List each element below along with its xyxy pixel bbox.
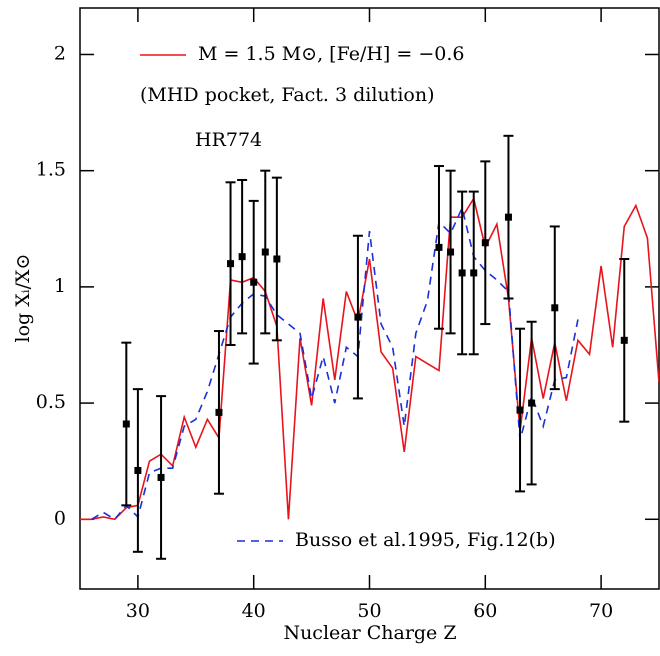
x-tick-label: 60 (473, 600, 497, 622)
data-point (481, 239, 489, 247)
data-point (215, 408, 223, 416)
data-point (447, 248, 455, 256)
x-tick-label: 40 (242, 600, 266, 622)
data-point (238, 253, 246, 261)
data-point (273, 255, 281, 263)
annotation: (MHD pocket, Fact. 3 dilution) (140, 84, 434, 106)
y-tick-label: 2 (54, 42, 66, 64)
x-tick-label: 50 (357, 600, 381, 622)
data-point (516, 406, 524, 414)
data-point (134, 466, 142, 474)
x-axis-label: Nuclear Charge Z (283, 622, 456, 644)
y-tick-label: 1 (54, 275, 66, 297)
series-line (91, 205, 579, 521)
x-tick-label: 30 (126, 600, 150, 622)
data-point (122, 420, 130, 428)
data-point (250, 278, 258, 286)
data-point (157, 473, 165, 481)
legend-label: M = 1.5 M⊙, [Fe/H] = −0.6 (198, 43, 464, 65)
y-tick-label: 0 (54, 507, 66, 529)
data-point (551, 304, 559, 312)
data-point (458, 269, 466, 277)
y-axis-label: log Xᵢ/X⊙ (12, 254, 34, 343)
y-tick-label: 0.5 (36, 391, 66, 413)
data-point (227, 260, 235, 268)
series-line (80, 196, 659, 521)
data-point (470, 269, 478, 277)
legend-label: Busso et al.1995, Fig.12(b) (295, 529, 556, 551)
data-point (620, 336, 628, 344)
data-point (261, 248, 269, 256)
data-point (354, 313, 362, 321)
data-point (504, 213, 512, 221)
y-tick-label: 1.5 (36, 159, 66, 181)
annotation: HR774 (195, 129, 262, 151)
data-point (528, 399, 536, 407)
x-tick-label: 70 (589, 600, 613, 622)
data-point (435, 243, 443, 251)
